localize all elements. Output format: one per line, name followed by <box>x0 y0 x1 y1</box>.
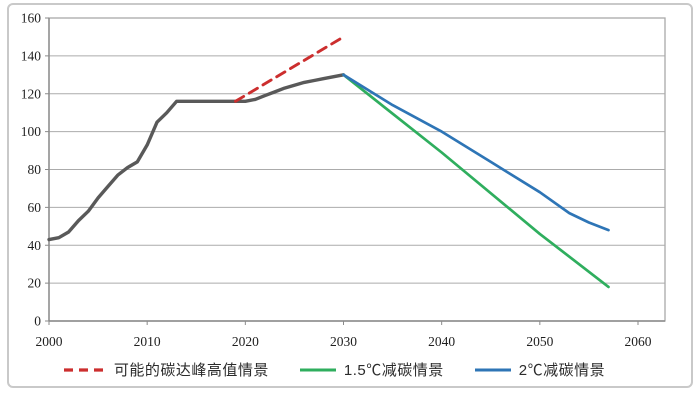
x-axis-tick-label: 2020 <box>232 334 259 349</box>
x-axis-tick-label: 2040 <box>428 334 455 349</box>
x-axis-tick-label: 2000 <box>36 334 63 349</box>
y-axis-tick-label: 80 <box>28 162 42 177</box>
y-axis-tick-label: 120 <box>21 86 42 101</box>
scenario-2c-reduction <box>342 73 610 232</box>
legend-label-1-5c-scenario: 1.5℃减碳情景 <box>343 362 444 379</box>
legend-item-2c-scenario: 2℃减碳情景 <box>474 359 605 380</box>
chart-legend: 可能的碳达峰高值情景 1.5℃减碳情景 2℃减碳情景 <box>0 359 700 380</box>
legend-item-1-5c-scenario: 1.5℃减碳情景 <box>299 359 444 380</box>
y-axis-tick-label: 20 <box>28 276 42 291</box>
legend-label-peak-high-scenario: 可能的碳达峰高值情景 <box>113 362 269 379</box>
y-axis-tick-label: 60 <box>28 200 42 215</box>
x-axis-tick-label: 2060 <box>625 334 652 349</box>
y-axis-tick-label: 140 <box>21 48 42 63</box>
x-axis-tick-label: 2050 <box>526 334 553 349</box>
possible-peak-high-scenario <box>234 35 345 103</box>
historical-emissions-line <box>47 73 346 242</box>
green-line-swatch <box>299 368 336 371</box>
x-axis-tick-label: 2030 <box>330 334 357 349</box>
y-axis-tick-label: 100 <box>21 124 42 139</box>
legend-label-2c-scenario: 2℃减碳情景 <box>518 362 606 379</box>
y-axis-tick-label: 40 <box>28 238 42 253</box>
legend-item-peak-high-scenario: 可能的碳达峰高值情景 <box>63 359 269 380</box>
blue-line-swatch <box>474 368 511 371</box>
scenario-1-5c-reduction <box>342 73 610 289</box>
y-axis-tick-label: 160 <box>21 11 42 26</box>
red-dashed-line-swatch <box>63 367 106 372</box>
y-axis-tick-label: 0 <box>34 314 41 329</box>
x-axis-tick-label: 2010 <box>134 334 161 349</box>
